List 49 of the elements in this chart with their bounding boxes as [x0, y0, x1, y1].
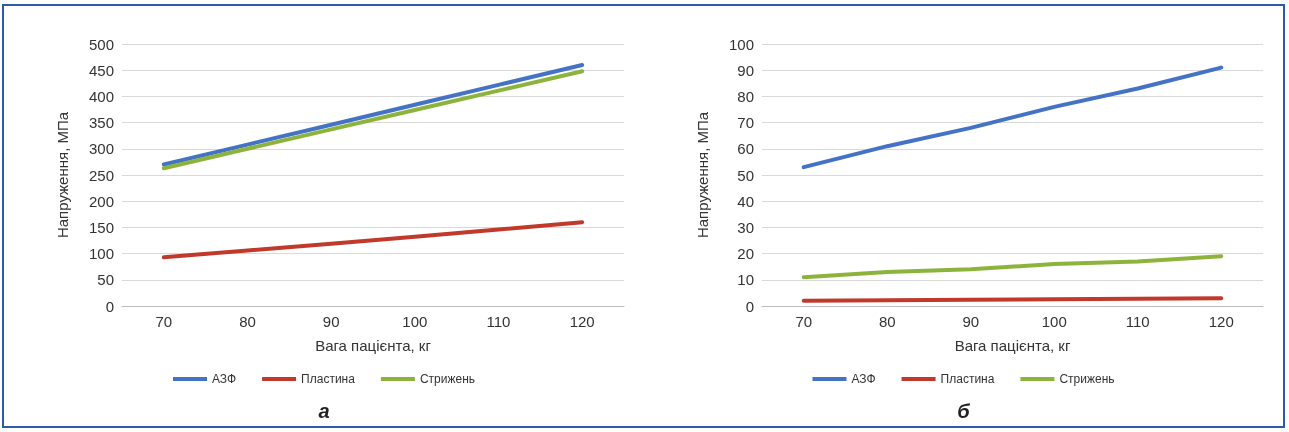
y-tick-label: 80	[737, 87, 754, 105]
line-series	[801, 65, 1224, 170]
y-tick-label: 0	[745, 297, 754, 315]
y-tick-label: 50	[97, 271, 114, 289]
y-tick-label: 300	[88, 140, 114, 158]
x-axis-title: Вага пацієнта, кг	[954, 337, 1071, 354]
legend-label: АЗФ	[851, 372, 876, 386]
x-tick-label: 80	[878, 313, 896, 330]
y-tick-label: 90	[737, 61, 754, 79]
y-axis-title: Напруження, МПа	[54, 111, 71, 239]
x-tick-label: 120	[1208, 313, 1234, 330]
y-tick-label: 400	[88, 87, 114, 105]
legend-label: Пластина	[940, 372, 995, 386]
x-tick-label: 120	[569, 313, 595, 330]
y-tick-label: 450	[88, 61, 114, 79]
y-tick-label: 20	[737, 245, 754, 263]
text: а	[318, 400, 330, 422]
x-tick-label: 70	[795, 313, 813, 330]
y-tick-label: 500	[88, 35, 114, 53]
y-axis-title: Напруження, МПа	[694, 111, 711, 239]
x-tick-label: 90	[962, 313, 980, 330]
y-tick-label: 200	[88, 192, 114, 210]
x-tick-label: 110	[486, 313, 511, 330]
x-tick-label: 100	[1041, 313, 1067, 330]
text: б	[957, 400, 971, 422]
y-tick-label: 60	[737, 140, 754, 158]
y-tick-label: 100	[88, 245, 114, 263]
legend-label: Стрижень	[419, 372, 476, 386]
line-series	[801, 254, 1224, 280]
y-tick-label: 10	[737, 271, 754, 289]
y-tick-label: 350	[88, 114, 114, 132]
legend-label: АЗФ	[211, 372, 237, 386]
y-tick-label: 50	[737, 166, 754, 184]
x-axis-title: Вага пацієнта, кг	[315, 337, 432, 354]
legend-label: Стрижень	[1059, 372, 1115, 386]
y-tick-label: 100	[728, 35, 754, 53]
y-tick-label: 0	[105, 297, 114, 315]
x-tick-label: 110	[1125, 313, 1150, 330]
x-tick-label: 100	[402, 313, 428, 330]
y-tick-label: 150	[88, 218, 114, 236]
y-tick-label: 30	[737, 218, 754, 236]
y-tick-label: 250	[88, 166, 114, 184]
x-tick-label: 90	[322, 313, 340, 330]
y-tick-label: 70	[737, 114, 754, 132]
x-tick-label: 80	[239, 313, 256, 330]
legend-label: Пластина	[301, 372, 356, 386]
line-series	[161, 220, 585, 260]
y-tick-label: 40	[737, 192, 754, 210]
x-tick-label: 70	[155, 313, 173, 330]
